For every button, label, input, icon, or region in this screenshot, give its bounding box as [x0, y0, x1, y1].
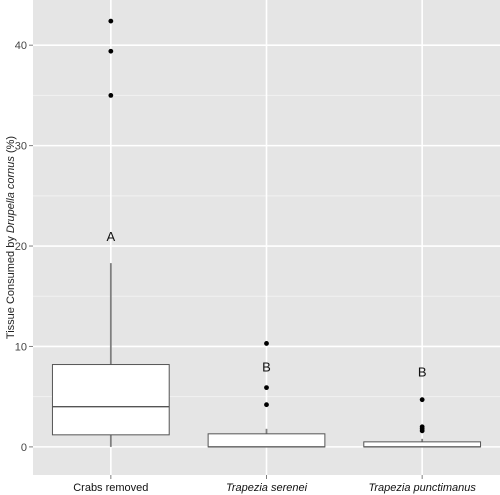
- y-axis-ticks: 0 10 20 30 40: [15, 40, 33, 454]
- group-letter: B: [262, 360, 271, 375]
- y-tick-label: 30: [15, 141, 27, 153]
- outlier-point: [108, 18, 114, 24]
- x-axis-ticks: Crabs removed Trapezia serenei Trapezia pu…: [73, 475, 476, 494]
- box-iqr: [51, 364, 170, 436]
- outlier-point: [264, 385, 269, 391]
- y-axis-title: Tissue Consumed by Drupella cornus (%): [5, 136, 17, 339]
- x-tick-label: Crabs removed: [73, 482, 148, 494]
- y-tick-label: 20: [15, 241, 27, 253]
- outlier-point: [108, 48, 114, 54]
- box-group: B: [363, 365, 482, 448]
- box-group: A: [51, 18, 170, 447]
- outlier-point: [264, 341, 269, 346]
- box-iqr: [207, 433, 326, 448]
- y-axis-title-species: Drupella cornus: [5, 156, 17, 234]
- x-tick-label: Trapezia serenei: [226, 482, 308, 494]
- group-letter: B: [418, 365, 427, 380]
- box-iqr: [363, 441, 482, 448]
- y-tick-label: 10: [15, 341, 27, 353]
- group-letter: A: [106, 229, 115, 244]
- outlier-point: [108, 93, 114, 98]
- y-tick-label: 40: [15, 40, 27, 52]
- outlier-point: [419, 397, 425, 403]
- outlier-point: [264, 402, 269, 408]
- x-tick-label: Trapezia punctimanus: [368, 482, 476, 494]
- y-axis-title-suffix: (%): [5, 136, 17, 156]
- y-axis-title-prefix: Tissue Consumed by: [5, 233, 17, 339]
- box-group: B: [207, 341, 326, 448]
- y-tick-label: 0: [21, 442, 27, 454]
- outlier-point: [419, 424, 425, 430]
- boxes: A B B: [51, 18, 482, 448]
